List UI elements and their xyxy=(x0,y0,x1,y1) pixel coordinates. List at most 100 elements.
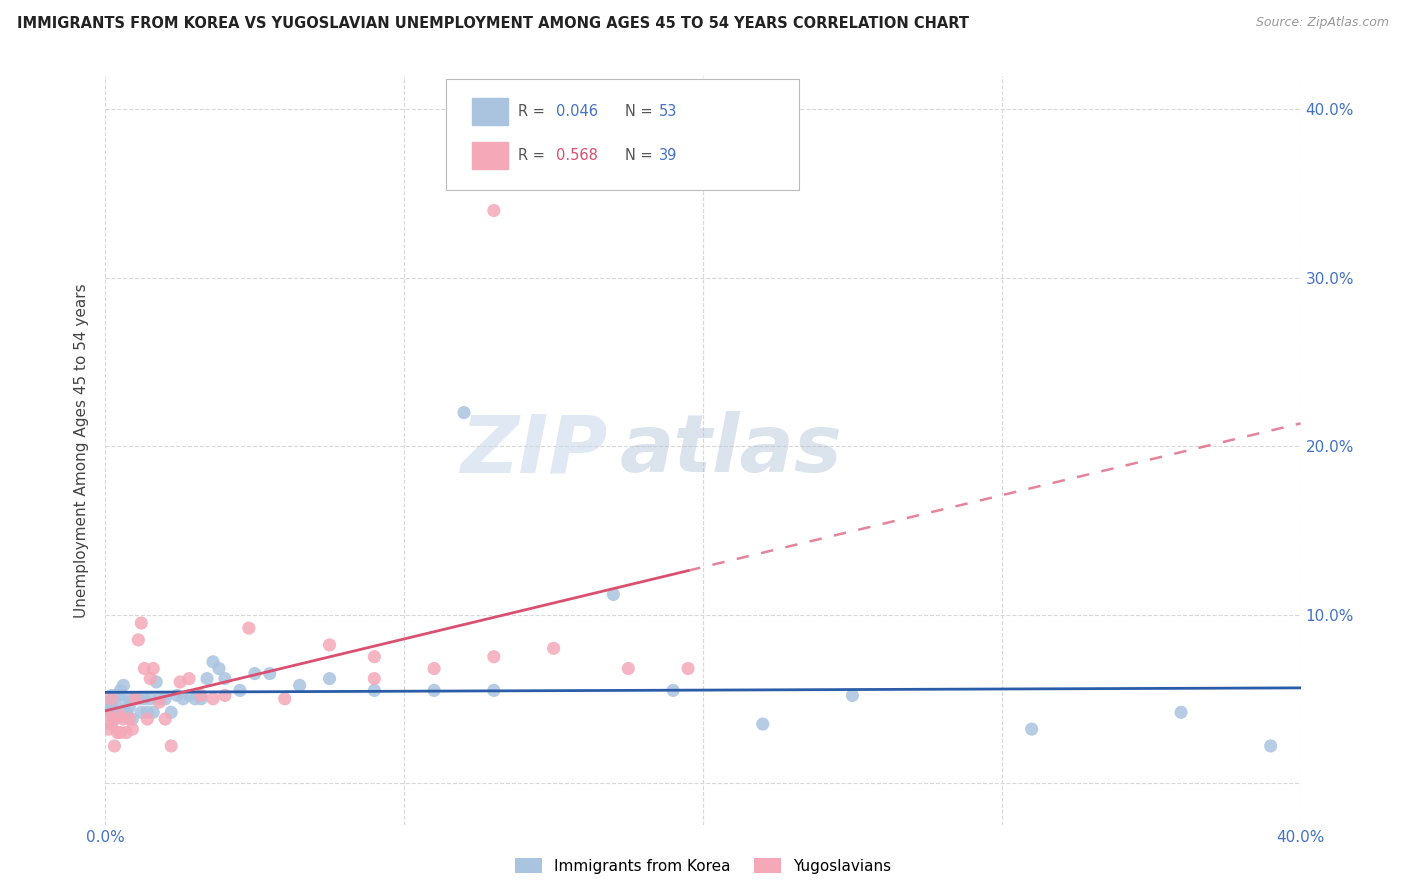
Point xyxy=(160,739,183,753)
Point xyxy=(115,695,138,709)
Point xyxy=(100,700,122,714)
Text: N =: N = xyxy=(626,148,658,163)
Point xyxy=(121,722,143,736)
Point xyxy=(169,675,191,690)
Point xyxy=(214,672,236,686)
Point xyxy=(155,712,177,726)
Text: R =: R = xyxy=(517,148,550,163)
Point xyxy=(142,661,165,675)
Point xyxy=(97,722,120,736)
Point xyxy=(112,706,135,720)
Text: R =: R = xyxy=(517,103,550,119)
Bar xyxy=(472,142,508,169)
Point xyxy=(148,695,170,709)
Point xyxy=(259,666,281,681)
Point xyxy=(662,683,685,698)
Point xyxy=(208,661,231,675)
Y-axis label: Unemployment Among Ages 45 to 54 years: Unemployment Among Ages 45 to 54 years xyxy=(75,283,90,618)
Point xyxy=(751,717,773,731)
Point xyxy=(482,649,505,664)
Text: N =: N = xyxy=(626,103,658,119)
Point xyxy=(145,675,167,690)
Point xyxy=(202,655,225,669)
Point xyxy=(100,691,122,706)
Text: 53: 53 xyxy=(659,103,678,119)
Point xyxy=(103,712,125,726)
Point xyxy=(229,683,252,698)
Point xyxy=(136,706,159,720)
Point xyxy=(166,689,188,703)
Point xyxy=(100,689,122,703)
Point xyxy=(482,203,505,218)
Point xyxy=(97,695,120,709)
Point xyxy=(110,725,132,739)
Point xyxy=(97,706,120,720)
FancyBboxPatch shape xyxy=(446,78,799,190)
Point xyxy=(112,678,135,692)
Point xyxy=(110,683,132,698)
Point xyxy=(110,708,132,723)
Point xyxy=(115,725,138,739)
Point xyxy=(453,406,475,420)
Point xyxy=(136,712,159,726)
Point xyxy=(134,661,156,675)
Point xyxy=(318,672,340,686)
Point xyxy=(543,641,565,656)
Point xyxy=(1260,739,1282,753)
Point xyxy=(103,691,125,706)
Text: 0.046: 0.046 xyxy=(555,103,598,119)
Point xyxy=(617,661,640,675)
Point xyxy=(363,672,385,686)
Point xyxy=(273,691,295,706)
Point xyxy=(127,632,149,647)
Point xyxy=(1170,706,1192,720)
Point xyxy=(103,739,125,753)
Legend: Immigrants from Korea, Yugoslavians: Immigrants from Korea, Yugoslavians xyxy=(509,852,897,880)
Point xyxy=(184,691,207,706)
Point xyxy=(841,689,863,703)
Point xyxy=(121,712,143,726)
Point xyxy=(127,691,149,706)
Point xyxy=(148,691,170,706)
Point xyxy=(97,708,120,723)
Point xyxy=(243,666,266,681)
Point xyxy=(202,691,225,706)
Point xyxy=(177,689,201,703)
Point xyxy=(118,700,141,714)
Text: Source: ZipAtlas.com: Source: ZipAtlas.com xyxy=(1256,16,1389,29)
Point xyxy=(142,706,165,720)
Point xyxy=(124,691,146,706)
Point xyxy=(423,661,446,675)
Point xyxy=(107,725,129,739)
Bar xyxy=(472,98,508,125)
Point xyxy=(190,691,212,706)
Point xyxy=(238,621,260,635)
Point xyxy=(1021,722,1043,736)
Point xyxy=(107,702,129,716)
Point xyxy=(177,672,201,686)
Point xyxy=(110,708,132,723)
Point xyxy=(124,691,146,706)
Point xyxy=(160,706,183,720)
Point xyxy=(100,717,122,731)
Point xyxy=(112,712,135,726)
Point xyxy=(115,706,138,720)
Point xyxy=(103,712,125,726)
Point xyxy=(423,683,446,698)
Point xyxy=(139,672,162,686)
Point xyxy=(195,672,218,686)
Point xyxy=(190,689,212,703)
Point xyxy=(118,691,141,706)
Point xyxy=(129,615,153,630)
Point xyxy=(363,649,385,664)
Text: IMMIGRANTS FROM KOREA VS YUGOSLAVIAN UNEMPLOYMENT AMONG AGES 45 TO 54 YEARS CORR: IMMIGRANTS FROM KOREA VS YUGOSLAVIAN UNE… xyxy=(17,16,969,31)
Point xyxy=(172,691,194,706)
Point xyxy=(676,661,699,675)
Text: 39: 39 xyxy=(659,148,678,163)
Point xyxy=(318,638,340,652)
Point xyxy=(139,691,162,706)
Point xyxy=(107,689,129,703)
Point xyxy=(134,691,156,706)
Point xyxy=(118,712,141,726)
Point xyxy=(214,689,236,703)
